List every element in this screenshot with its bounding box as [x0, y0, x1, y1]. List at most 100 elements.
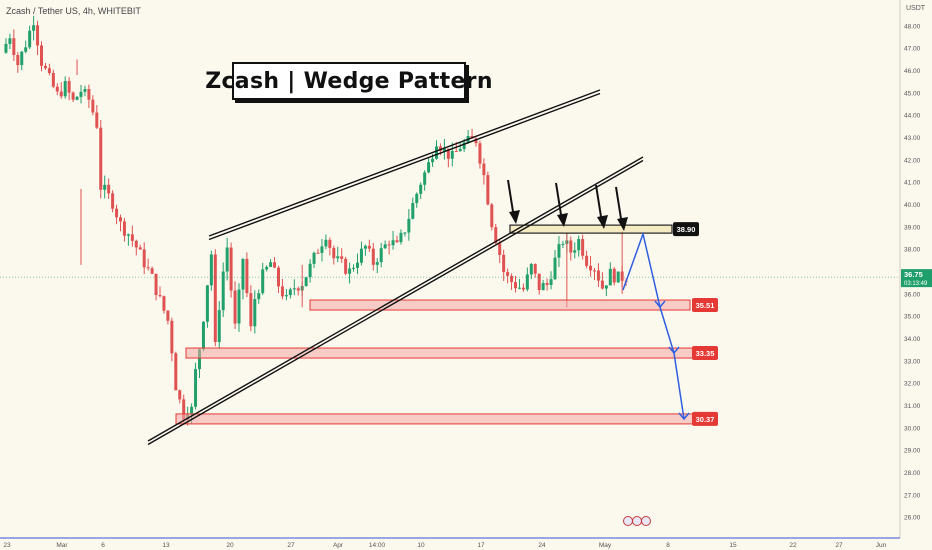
y-tick-label: 44.00 [904, 113, 921, 120]
symbol-label: Zcash / Tether US, 4h, WHITEBIT [6, 6, 141, 16]
candle-body [454, 151, 458, 153]
support-label: 33.35 [696, 349, 715, 358]
currency-label: USDT [906, 5, 926, 12]
candle-body [371, 248, 375, 265]
candle-body [545, 283, 549, 285]
candle-body [241, 258, 245, 290]
candle-body [217, 310, 221, 343]
candle-body [205, 285, 209, 322]
candle-body [304, 277, 308, 287]
candle-body [359, 248, 363, 263]
support-label-box [692, 298, 718, 313]
current-price-countdown: 03:13:49 [904, 281, 928, 287]
candle-body [589, 265, 593, 271]
candle-body [573, 250, 577, 253]
candle-body [229, 247, 233, 291]
y-tick-label: 35.00 [904, 314, 921, 321]
chart-title: Zcash | Wedge Pattern [205, 68, 493, 94]
candle-body [12, 38, 16, 56]
candle-body [324, 239, 328, 247]
y-tick-label: 43.00 [904, 135, 921, 142]
candle-body [103, 184, 107, 190]
candle-body [71, 92, 75, 100]
candle-body [604, 285, 608, 289]
candle-body [126, 234, 130, 236]
candle-body [600, 280, 604, 289]
candle-body [356, 262, 359, 268]
candle-body [95, 112, 99, 128]
candle-body [138, 247, 142, 250]
candle-body [59, 91, 63, 97]
resistance-zone [509, 224, 673, 234]
candle-body [115, 208, 119, 218]
candle-body [225, 247, 229, 272]
candle-body [383, 244, 387, 249]
candle-body [67, 81, 71, 93]
candle-body [245, 258, 249, 294]
candle-body [348, 268, 352, 274]
candle-body [533, 264, 537, 274]
x-tick-label: 15 [729, 542, 737, 549]
candles-group [4, 15, 628, 426]
candle-body [249, 293, 253, 327]
candle-body [391, 240, 395, 246]
candle-body [91, 99, 95, 113]
candle-body [194, 369, 198, 407]
candle-body [332, 247, 336, 259]
candle-body [277, 267, 280, 287]
x-tick-label: May [599, 542, 612, 549]
annotation-arrow-head [509, 210, 520, 224]
candle-body [352, 267, 356, 269]
y-tick-label: 36.00 [904, 291, 921, 298]
y-tick-label: 29.00 [904, 448, 921, 455]
y-tick-label: 34.00 [904, 336, 921, 343]
resistance-label: 38.90 [677, 225, 696, 234]
candle-body [32, 25, 36, 31]
x-tick-label: 6 [101, 542, 105, 549]
y-tick-label: 40.00 [904, 202, 921, 209]
candle-body [446, 148, 450, 159]
candle-body [581, 239, 585, 256]
candle-body [423, 172, 427, 185]
y-tick-label: 42.00 [904, 157, 921, 164]
support-label: 35.51 [696, 301, 715, 310]
x-tick-label: 22 [789, 542, 797, 549]
candle-body [233, 290, 237, 324]
candle-body [170, 320, 174, 354]
candle-body [411, 203, 415, 219]
candle-body [577, 239, 581, 251]
candle-body [367, 245, 371, 249]
candle-body [111, 193, 115, 209]
candle-body [387, 244, 391, 246]
candle-body [273, 262, 277, 268]
candle-body [154, 273, 158, 296]
resistance-label-box [673, 222, 699, 237]
candle-body [435, 146, 438, 159]
candle-body [308, 263, 312, 278]
candle-body [407, 218, 411, 233]
support-label-box [692, 346, 718, 361]
projection-arrow-head [654, 300, 666, 309]
chart-title-box: Zcash | Wedge Pattern [205, 62, 492, 100]
candle-body [320, 246, 324, 253]
candle-body [478, 143, 482, 164]
y-tick-label: 47.00 [904, 46, 921, 53]
x-tick-label: 10 [417, 542, 425, 549]
candle-body [40, 45, 43, 66]
candle-body [490, 204, 494, 228]
event-flag-icon [623, 516, 633, 526]
candle-body [529, 264, 533, 275]
candle-body [379, 248, 383, 263]
annotation-arrow-head [617, 217, 628, 231]
wedge-lower-line [147, 156, 644, 442]
candle-body [442, 148, 446, 151]
projection-arrow-head [678, 412, 690, 421]
projection-path [622, 231, 685, 420]
x-tick-label: 8 [666, 542, 670, 549]
candle-body [51, 72, 55, 87]
candle-body [296, 288, 300, 291]
support-zone [309, 299, 691, 311]
candle-body [119, 217, 122, 222]
candle-body [375, 262, 379, 265]
